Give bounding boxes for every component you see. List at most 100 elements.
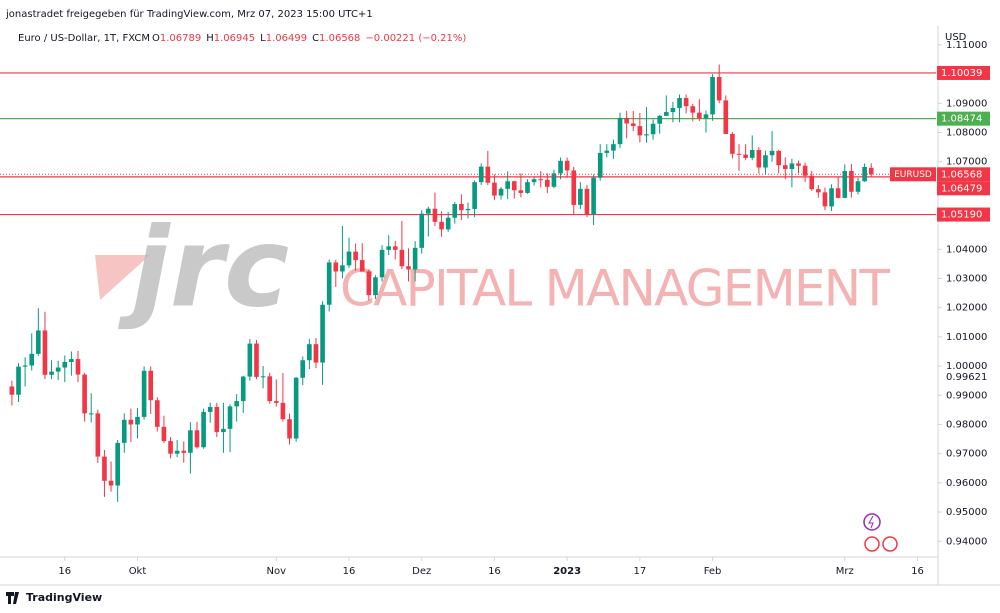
legend-key: L bbox=[260, 33, 266, 44]
y-tick-label: 0.95000 bbox=[946, 507, 987, 518]
x-tick-label: Dez bbox=[412, 566, 431, 577]
candle-body bbox=[55, 367, 61, 372]
price-marker-label: 0.99621 bbox=[946, 372, 987, 383]
legend-key: H bbox=[206, 33, 214, 44]
candle-body bbox=[346, 251, 352, 266]
x-tick-label: 16 bbox=[58, 566, 71, 577]
candle-body bbox=[657, 115, 663, 124]
candle-body bbox=[326, 262, 332, 305]
candle-body bbox=[716, 77, 722, 101]
candle-body bbox=[518, 190, 524, 193]
candle-body bbox=[432, 208, 438, 222]
candle-body bbox=[234, 401, 239, 407]
y-tick-label: 1.04000 bbox=[946, 244, 987, 255]
candle-body bbox=[247, 343, 253, 377]
candle-body bbox=[75, 359, 81, 375]
candle-body bbox=[273, 401, 279, 403]
candle-body bbox=[313, 344, 319, 363]
candle-body bbox=[287, 419, 292, 439]
candle-body bbox=[95, 413, 101, 457]
candle-body bbox=[88, 413, 94, 415]
candle-body bbox=[227, 406, 233, 429]
price-box bbox=[937, 167, 990, 182]
candle-body bbox=[789, 163, 795, 169]
candle-body bbox=[703, 114, 709, 119]
candle-body bbox=[254, 343, 259, 377]
candle-body bbox=[822, 192, 828, 207]
level-label-box bbox=[937, 181, 990, 196]
price-name: EURUSD bbox=[894, 170, 932, 180]
candle-body bbox=[630, 123, 636, 127]
candle-body bbox=[174, 450, 180, 454]
candle-body bbox=[697, 112, 702, 119]
candle-body bbox=[148, 370, 154, 401]
candle-body bbox=[194, 430, 200, 448]
candle-body bbox=[386, 246, 391, 250]
share-note: jonastradet freigegeben für TradingView.… bbox=[5, 9, 373, 20]
candle-body bbox=[9, 386, 15, 395]
event-icon-bolt bbox=[868, 515, 874, 529]
candle-body bbox=[796, 163, 801, 166]
candle-body bbox=[683, 98, 689, 107]
candle-body bbox=[36, 330, 41, 354]
level-label: 1.10039 bbox=[941, 68, 982, 79]
candle-body bbox=[399, 249, 405, 267]
candle-body bbox=[168, 441, 173, 454]
legend-key: O bbox=[152, 33, 160, 44]
x-tick-label: Okt bbox=[129, 566, 147, 577]
candle-body bbox=[756, 150, 762, 168]
x-tick-label: Nov bbox=[267, 566, 287, 577]
candle-body bbox=[604, 150, 610, 153]
candle-body bbox=[829, 188, 834, 207]
candle-body bbox=[121, 419, 127, 443]
chart-title: Euro / US-Dollar, 1T, FXCM bbox=[18, 33, 150, 44]
x-tick-label: 16 bbox=[488, 566, 501, 577]
legend-value: 1.06789 bbox=[160, 33, 201, 44]
y-tick-label: 0.97000 bbox=[946, 449, 987, 460]
flag-icon[interactable] bbox=[864, 536, 880, 552]
level-label: 1.06479 bbox=[941, 183, 982, 194]
candle-body bbox=[293, 377, 299, 439]
candle-body bbox=[214, 406, 220, 433]
candle-body bbox=[723, 100, 729, 134]
event-icon[interactable] bbox=[863, 513, 881, 531]
x-tick-label: 2023 bbox=[553, 566, 581, 577]
candle-body bbox=[492, 182, 497, 196]
candle-body bbox=[650, 123, 656, 135]
y-tick-label: 1.11000 bbox=[946, 40, 987, 51]
level-label-box bbox=[937, 65, 990, 80]
watermark-logo: jrc bbox=[117, 203, 289, 331]
candle-body bbox=[809, 175, 815, 190]
candle-body bbox=[333, 262, 339, 272]
watermark-text: CAPITAL MANAGEMENT bbox=[340, 260, 890, 318]
candle-body bbox=[260, 376, 266, 378]
brand-name: TradingView bbox=[26, 591, 102, 604]
candle-body bbox=[201, 411, 206, 448]
y-tick-label: 1.07000 bbox=[946, 157, 987, 168]
candle-body bbox=[22, 365, 28, 367]
candle-body bbox=[802, 165, 808, 176]
candle-body bbox=[188, 430, 193, 453]
candle-body bbox=[16, 366, 21, 395]
candle-body bbox=[611, 144, 616, 151]
candle-body bbox=[459, 204, 464, 211]
candle-body bbox=[42, 330, 48, 375]
candle-body bbox=[743, 154, 748, 158]
y-tick-label: 0.96000 bbox=[946, 478, 987, 489]
y-tick-label: 1.09000 bbox=[946, 98, 987, 109]
y-tick-label: 0.98000 bbox=[946, 419, 987, 430]
candle-body bbox=[62, 361, 68, 368]
flag-icon[interactable] bbox=[882, 536, 898, 552]
candle-body bbox=[597, 152, 603, 178]
candle-body bbox=[525, 182, 530, 193]
candle-body bbox=[135, 416, 140, 425]
legend-value: 1.06568 bbox=[319, 33, 360, 44]
candle-body bbox=[670, 107, 676, 113]
candle-body bbox=[545, 179, 550, 187]
currency-label: USD bbox=[945, 32, 967, 43]
candle-body bbox=[849, 171, 854, 192]
candle-body bbox=[69, 359, 74, 362]
candle-body bbox=[624, 117, 629, 124]
